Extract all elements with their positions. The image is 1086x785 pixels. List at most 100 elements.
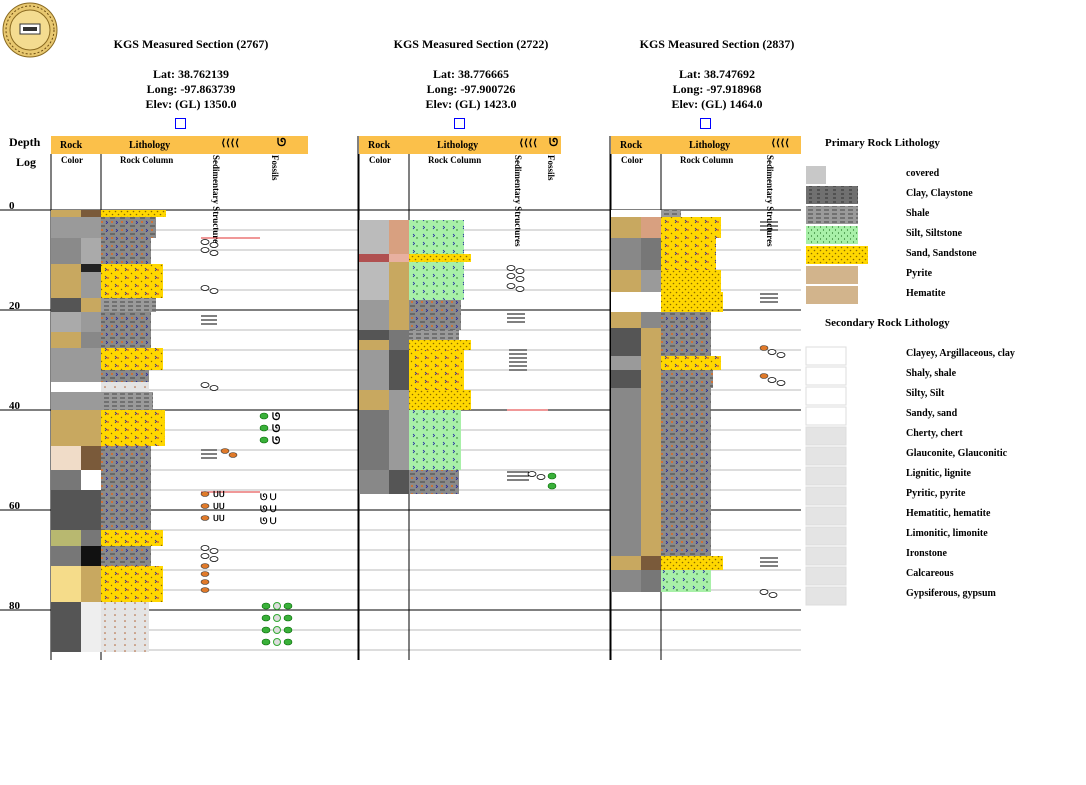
rock-column-bed [101, 312, 151, 332]
color-swatch [51, 392, 81, 410]
sed-structure-symbol: ᑌᑌ [213, 514, 225, 523]
section-elev: Elev: (GL) 1464.0 [671, 97, 763, 111]
color-swatch [81, 382, 101, 392]
rock-column-subheader: Rock Column [680, 155, 734, 165]
color-swatch [611, 570, 641, 592]
color-swatch [51, 530, 81, 546]
color-swatch [641, 292, 661, 312]
section-1-link-box[interactable] [175, 118, 186, 129]
color-swatch [51, 332, 81, 348]
color-swatch [641, 270, 661, 292]
rock-column-bed [101, 210, 166, 217]
depth-tick-label: 80 [9, 600, 20, 612]
color-subheader: Color [61, 155, 83, 165]
rock-column-bed [101, 217, 156, 238]
sed-struct-icon: ⟨⟨⟨⟨ [771, 138, 790, 149]
color-swatch [359, 390, 389, 410]
color-swatch [51, 348, 81, 370]
color-swatch [641, 370, 661, 388]
section-3-link-box[interactable] [700, 118, 711, 129]
rock-column-bed [101, 530, 163, 546]
rock-column-bed [101, 446, 151, 470]
sed-structures-subheader: Sedimentary Structures [211, 155, 221, 247]
rock-column-bed [661, 217, 721, 238]
depth-tick-label: 40 [9, 400, 20, 412]
legend-swatch [806, 166, 826, 184]
rock-column-bed [101, 272, 163, 298]
section-2-link-box[interactable] [454, 118, 465, 129]
rock-column-bed [101, 238, 151, 264]
rock-column-bed [409, 254, 471, 262]
color-swatch [641, 238, 661, 270]
color-swatch [611, 370, 641, 388]
color-swatch [611, 217, 641, 238]
sed-structure-symbol [200, 239, 210, 245]
legend-label: covered [906, 168, 940, 179]
sed-structure-symbol [200, 247, 210, 253]
rock-column-bed [661, 292, 723, 312]
rock-column-bed [661, 270, 721, 292]
sed-structure-symbol [200, 563, 210, 569]
color-swatch [51, 602, 81, 652]
legend-swatch [806, 186, 858, 204]
fossil-symbol [259, 424, 269, 432]
sed-structure-symbol [209, 556, 219, 562]
sed-structure-symbol [200, 285, 210, 291]
sed-structure-symbol [506, 283, 516, 289]
sed-structure-symbol [209, 548, 219, 554]
color-swatch [81, 210, 101, 217]
legend-swatch [805, 486, 847, 506]
fossil-icon: ᘎ [277, 137, 287, 149]
rock-column-bed [661, 356, 721, 370]
sed-structure-symbol [200, 579, 210, 585]
color-swatch [389, 254, 409, 262]
rock-column-bed [409, 340, 471, 350]
rock-column-bed [661, 328, 711, 356]
legend-label: Pyritic, pyrite [906, 488, 966, 499]
color-swatch [51, 217, 81, 238]
sed-structures-subheader: Sedimentary Structures [765, 155, 775, 247]
sed-structure-symbol [515, 268, 525, 274]
sed-structure-symbol [200, 571, 210, 577]
color-swatch [611, 556, 641, 570]
color-swatch [51, 272, 81, 298]
color-swatch [359, 300, 389, 330]
color-swatch [389, 410, 409, 470]
kgs-seal-logo [2, 2, 58, 58]
sed-structure-symbol [200, 503, 210, 509]
color-swatch [51, 446, 81, 470]
rock-column-bed [101, 470, 151, 490]
fossils-subheader: Fossils [546, 155, 556, 181]
legend-label: Hematitic, hematite [906, 508, 991, 519]
sed-structure-symbol [200, 382, 210, 388]
color-swatch [641, 556, 661, 570]
sed-struct-icon: ⟨⟨⟨⟨ [519, 138, 538, 149]
fossil-symbol: ᘎ [272, 411, 281, 423]
color-swatch [641, 570, 661, 592]
log-header: Log [16, 155, 37, 169]
sed-structure-symbol [200, 553, 210, 559]
rock-column-bed [661, 556, 723, 570]
rock-column-bed [661, 370, 713, 388]
rock-header: Rock [620, 140, 643, 151]
fossil-symbol [259, 412, 269, 420]
color-swatch [389, 390, 409, 410]
color-swatch [359, 470, 389, 494]
rock-column-bed [409, 390, 471, 410]
legend-swatch [805, 386, 847, 406]
rock-column-bed [661, 312, 711, 328]
fossil-symbol [283, 602, 293, 610]
fossil-symbol [273, 602, 281, 610]
rock-header: Rock [368, 140, 391, 151]
color-subheader: Color [621, 155, 643, 165]
fossils-subheader: Fossils [270, 155, 280, 181]
rock-column-bed [409, 262, 464, 300]
fossil-symbol [547, 472, 557, 480]
rock-header: Rock [60, 140, 83, 151]
color-swatch [641, 328, 661, 356]
color-swatch [51, 312, 81, 332]
rock-column-bed [101, 546, 151, 566]
color-swatch [51, 238, 81, 264]
lithology-header: Lithology [689, 140, 731, 151]
fossil-symbol [273, 614, 281, 622]
